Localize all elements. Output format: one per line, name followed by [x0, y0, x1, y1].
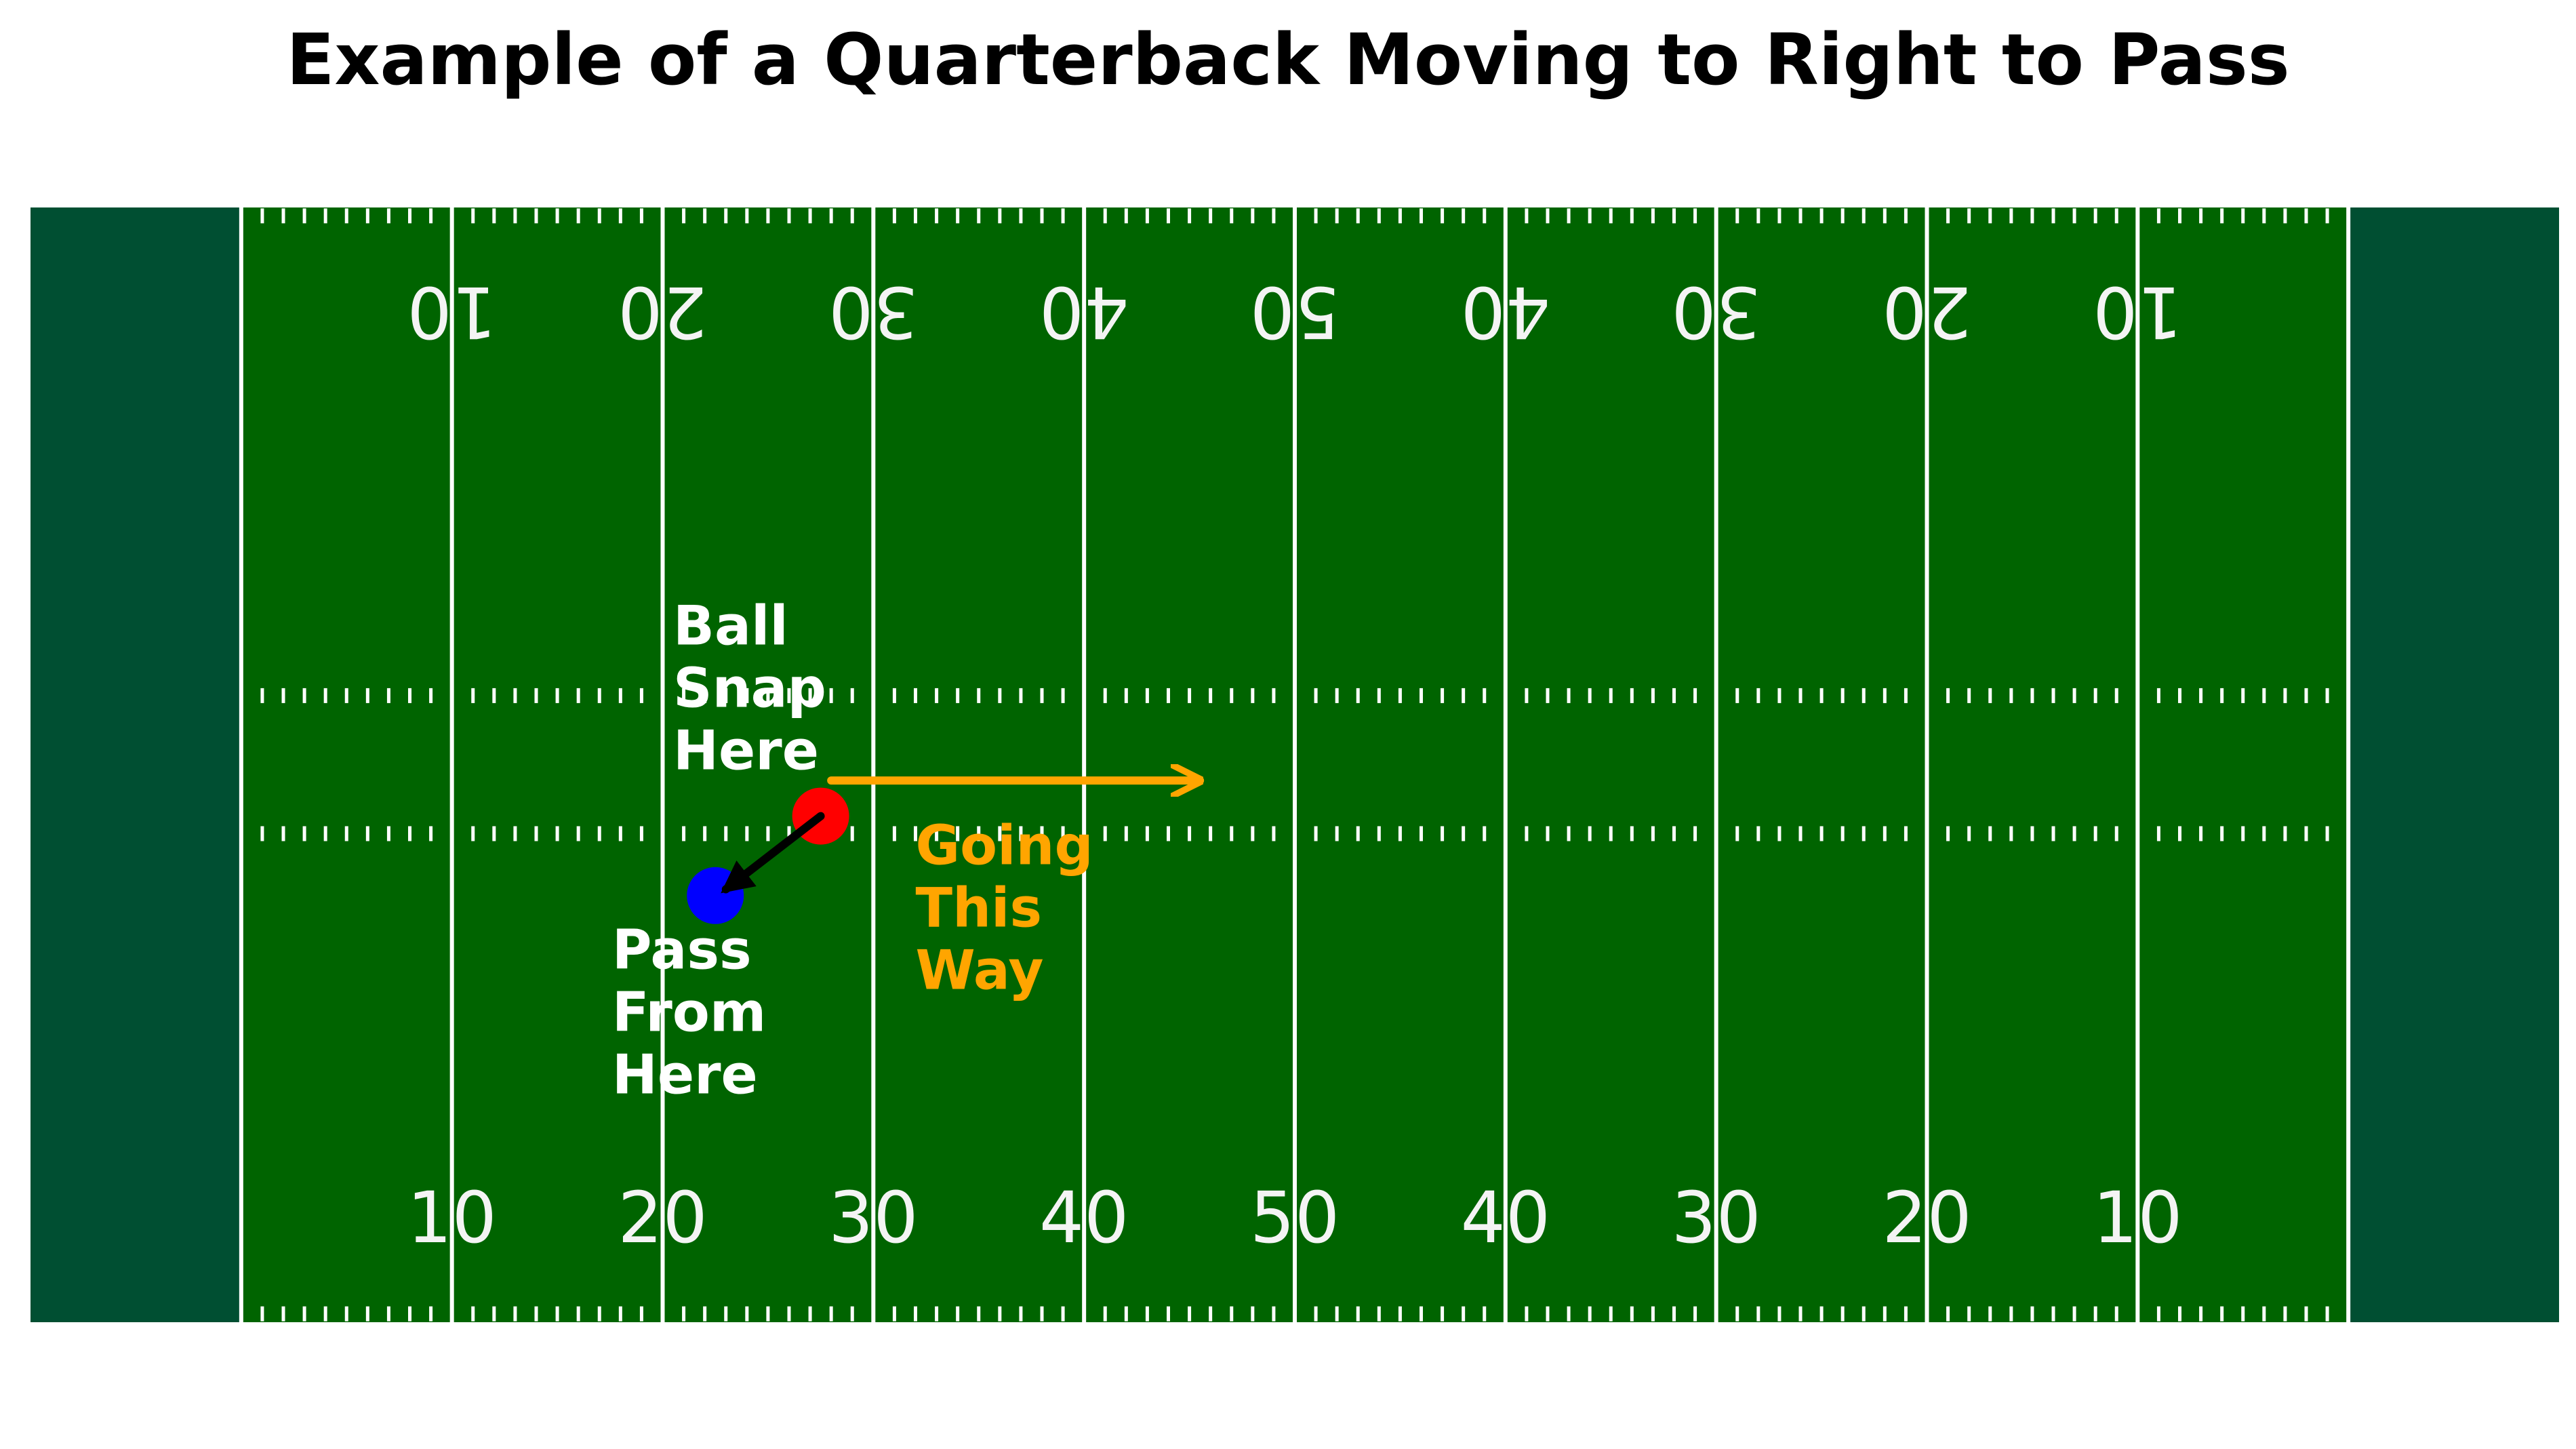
chart-title: Example of a Quarterback Moving to Right… — [286, 18, 2290, 101]
qb-path-arrow — [721, 812, 825, 894]
pass-point — [687, 867, 744, 924]
snap-label-line-3: Here — [673, 719, 819, 782]
direction-label-line-1: Going — [916, 814, 1093, 877]
yard-number-bottom: 20 — [618, 1176, 707, 1259]
yard-number-top: 10 — [2093, 271, 2182, 353]
snap-label-line-1: Ball — [673, 595, 788, 658]
pass-label-line-2: From — [612, 981, 766, 1044]
yard-number-top: 40 — [1039, 271, 1129, 353]
snap-label-line-2: Snap — [673, 657, 826, 720]
yard-number-top: 30 — [1671, 271, 1760, 353]
yard-numbers: 10 10 20 20 30 30 40 40 50 50 40 40 30 30 20 20 10 10 — [407, 271, 2182, 1259]
yard-number-bottom: 40 — [1461, 1176, 1550, 1259]
yard-number-top: 10 — [407, 271, 496, 353]
yard-number-top: 20 — [618, 271, 707, 353]
yard-lines — [239, 207, 2351, 1322]
left-endzone — [31, 207, 241, 1322]
yard-number-top: 50 — [1250, 271, 1340, 353]
yard-number-bottom: 20 — [1882, 1176, 1971, 1259]
play-marks — [687, 780, 1205, 924]
yard-number-top: 30 — [828, 271, 918, 353]
right-endzone — [2348, 207, 2559, 1322]
yard-number-bottom: 40 — [1039, 1176, 1129, 1259]
pass-label-line-3: Here — [612, 1044, 758, 1107]
direction-label-line-3: Way — [916, 939, 1044, 1002]
yard-number-bottom: 10 — [407, 1176, 496, 1259]
yard-number-bottom: 30 — [1671, 1176, 1760, 1259]
pass-label-line-1: Pass — [612, 919, 752, 982]
yard-number-top: 40 — [1461, 271, 1550, 353]
yard-number-bottom: 50 — [1250, 1176, 1340, 1259]
yard-number-bottom: 10 — [2093, 1176, 2182, 1259]
yard-number-top: 20 — [1882, 271, 1971, 353]
direction-label-line-2: This — [916, 877, 1043, 940]
yard-number-bottom: 30 — [828, 1176, 918, 1259]
